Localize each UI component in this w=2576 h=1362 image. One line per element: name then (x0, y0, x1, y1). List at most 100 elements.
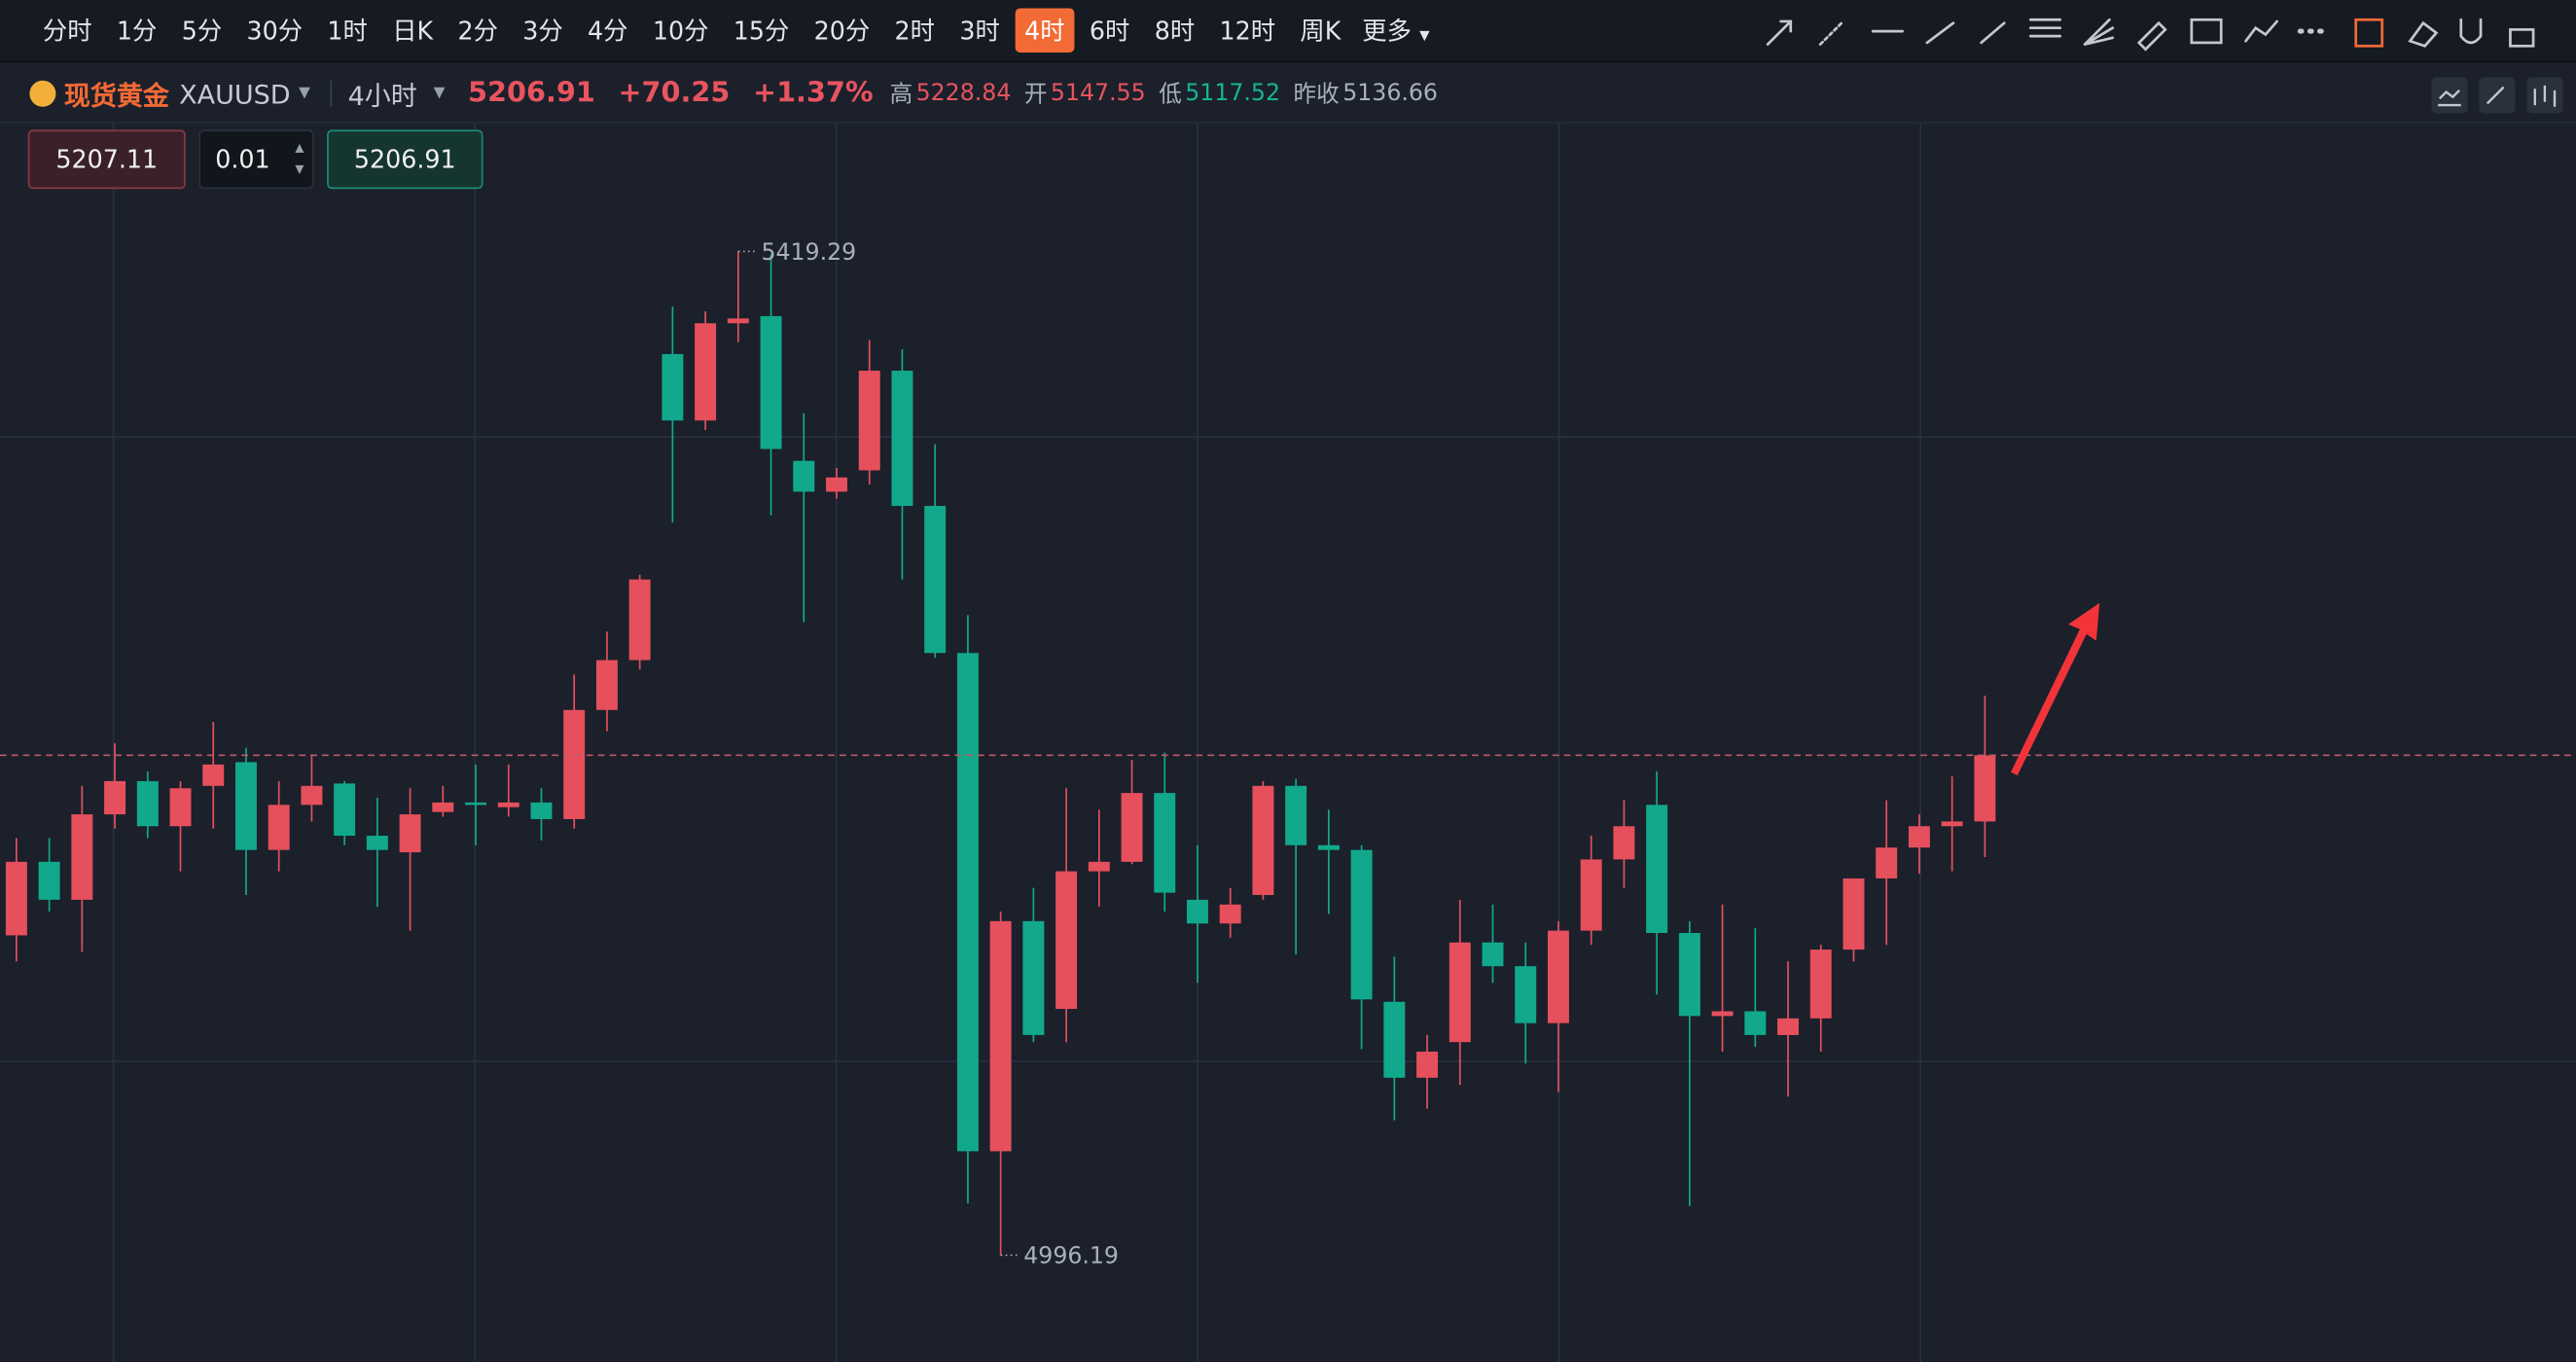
high-label: 高 (889, 82, 913, 109)
tool-icons (2438, 85, 2557, 107)
tool-magnet[interactable] (2459, 18, 2483, 45)
interval[interactable]: 3时 (959, 16, 1000, 47)
candle-body (695, 323, 717, 421)
candle-body (1711, 1011, 1734, 1017)
candle-body (1974, 755, 1996, 822)
candle-body (1187, 899, 1208, 924)
candle-body (136, 780, 159, 827)
candle-body (202, 764, 225, 786)
interval[interactable]: 4时 (1015, 8, 1075, 54)
tool-fan[interactable] (2083, 18, 2115, 46)
caret: ▼ (299, 85, 310, 102)
interval[interactable]: 周K (1300, 16, 1342, 47)
sell-button[interactable]: 5207.11 (27, 129, 186, 190)
candle-body (1449, 942, 1471, 1043)
candle-body (989, 920, 1012, 1152)
tool-eraser[interactable] (2408, 20, 2439, 48)
prev-close-label: 昨收 (1293, 82, 1340, 109)
candle-body (234, 762, 257, 850)
interval[interactable]: 12时 (1219, 16, 1276, 47)
interval[interactable]: 2分 (457, 16, 498, 47)
tool-trend[interactable] (2244, 19, 2278, 43)
tool-edit[interactable] (2354, 18, 2384, 48)
candle-body (1055, 871, 1078, 1010)
interval[interactable]: 2时 (894, 16, 936, 47)
candle-body (1252, 785, 1274, 895)
period[interactable]: 4小时 (347, 80, 417, 112)
candles: 5419.29 4996.19 (0, 238, 2576, 1270)
interval[interactable]: 20分 (813, 16, 871, 47)
symbol-code[interactable]: XAUUSD (179, 78, 291, 110)
tool-arrow[interactable] (1766, 19, 1793, 46)
candle-body (858, 371, 880, 471)
candle-body (1547, 930, 1569, 1023)
candle-body (334, 783, 356, 837)
caret: ▼ (433, 85, 446, 102)
candle-body (169, 788, 192, 827)
candle-body (268, 805, 290, 850)
buy-button[interactable]: 5206.91 (327, 129, 483, 190)
candle-body (1908, 826, 1930, 848)
interval[interactable]: 1分 (116, 16, 158, 47)
interval[interactable]: 30分 (246, 16, 304, 47)
candle-body (662, 353, 684, 421)
tool-fib[interactable] (2028, 18, 2062, 38)
candle-body (1416, 1051, 1439, 1078)
open-label: 开 (1023, 82, 1048, 109)
candle-body (1482, 942, 1504, 967)
toolbar: 分时 1分 5分 30分 1时 日K 2分 3分 4分 10分 15分 20分 2时 3时 4时 6时 8时 12… (0, 0, 2576, 63)
change-pct: +1.37% (753, 77, 874, 111)
quantity-input[interactable]: 0.01 ▲ ▼ (198, 129, 314, 190)
candle-body (563, 709, 586, 819)
interval[interactable]: 1时 (327, 16, 368, 47)
candle-body (1121, 793, 1143, 862)
candle-body (1613, 826, 1635, 860)
low: 5117.52 (1185, 80, 1281, 107)
candle-body (1876, 847, 1898, 878)
annotation-arrow (2011, 602, 2100, 776)
high: 5228.84 (915, 80, 1012, 107)
tool-pen[interactable] (2136, 20, 2167, 52)
more-menu[interactable]: 更多 ▼ (1362, 14, 1429, 48)
symbol-name[interactable]: 现货黄金 (63, 80, 169, 112)
min-label: 4996.19 (1023, 1242, 1119, 1270)
tool-ray[interactable] (1818, 19, 1845, 46)
candle-body (826, 477, 847, 492)
chart-tools (2431, 77, 2563, 114)
candle-body (628, 579, 651, 661)
interval[interactable]: 15分 (733, 16, 790, 47)
candle-body (1285, 785, 1307, 845)
candle-body (399, 814, 421, 853)
interval[interactable]: 5分 (181, 16, 223, 47)
interval[interactable]: 分时 (42, 16, 92, 47)
interval[interactable]: 10分 (652, 16, 709, 47)
tool-lock[interactable] (2509, 28, 2535, 48)
tool-btn[interactable] (2479, 77, 2516, 114)
grid (0, 123, 2576, 1362)
candle-body (497, 802, 519, 807)
stepper[interactable]: ▲ ▼ (295, 141, 304, 176)
candle-body (38, 861, 60, 900)
candle-body (1580, 859, 1602, 931)
tool-line[interactable] (1980, 21, 2006, 45)
candle-body (793, 460, 815, 492)
candle-body (465, 802, 487, 806)
low-label: 低 (1159, 82, 1182, 109)
prev-close: 5136.66 (1342, 80, 1438, 107)
candle-body (1317, 844, 1340, 850)
interval[interactable]: 4分 (588, 16, 628, 47)
interval[interactable]: 8时 (1154, 16, 1196, 47)
tool-segment[interactable] (1925, 21, 1955, 45)
tool-image[interactable] (2190, 18, 2223, 45)
candle-body (1022, 920, 1045, 1035)
interval[interactable]: 3分 (522, 16, 563, 47)
candle-body (1843, 878, 1865, 950)
caret: ▼ (1419, 27, 1430, 43)
interval[interactable]: 6时 (1089, 16, 1130, 47)
interval[interactable]: 日K (392, 16, 434, 47)
candle-body (71, 814, 93, 900)
candle-body (104, 780, 126, 815)
candle-body (891, 371, 913, 507)
candle-body (432, 802, 454, 812)
